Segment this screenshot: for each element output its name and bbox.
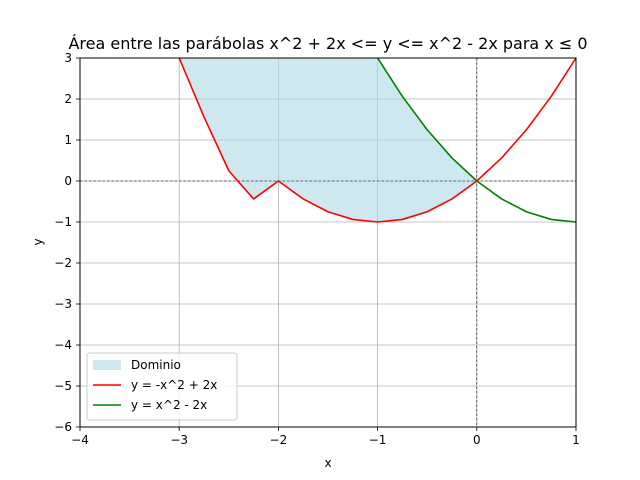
y-tick-label-7: 1 (64, 133, 72, 147)
fill-area-dominio (179, 58, 477, 222)
x-axis: −4 −3 −2 −1 0 1 (71, 427, 580, 447)
y-tick-label-4: −2 (54, 256, 72, 270)
x-axis-label: x (324, 456, 331, 470)
y-tick-label-9: 3 (64, 51, 72, 65)
legend-label-1: y = -x^2 + 2x (131, 378, 217, 392)
x-tick-label-4: 0 (473, 433, 481, 447)
y-tick-label-0: −6 (54, 420, 72, 434)
legend-label-2: y = x^2 - 2x (131, 398, 207, 412)
legend: Dominio y = -x^2 + 2x y = x^2 - 2x (86, 352, 238, 421)
y-axis: −6 −5 −4 −3 −2 −1 0 1 2 3 (54, 51, 80, 434)
y-tick-label-8: 2 (64, 92, 72, 106)
series-line-0 (178, 57, 577, 223)
legend-swatch-0 (93, 360, 121, 370)
x-tick-label-3: −1 (369, 433, 387, 447)
series-layer (178, 57, 577, 223)
y-tick-label-3: −3 (54, 297, 72, 311)
y-tick-label-2: −4 (54, 338, 72, 352)
legend-label-0: Dominio (131, 358, 181, 372)
y-tick-label-6: 0 (64, 174, 72, 188)
series-line-1 (376, 57, 577, 223)
x-tick-label-5: 1 (572, 433, 580, 447)
y-tick-label-5: −1 (54, 215, 72, 229)
y-axis-label: y (31, 238, 45, 245)
fill-layer (179, 58, 477, 222)
chart-title: Área entre las parábolas x^2 + 2x <= y <… (68, 34, 587, 53)
plot-frame (79, 57, 577, 428)
x-tick-label-1: −3 (170, 433, 188, 447)
x-tick-label-0: −4 (71, 433, 89, 447)
y-tick-label-1: −5 (54, 379, 72, 393)
legend-box (86, 352, 238, 421)
x-tick-label-2: −2 (270, 433, 288, 447)
reference-lines (80, 58, 576, 427)
